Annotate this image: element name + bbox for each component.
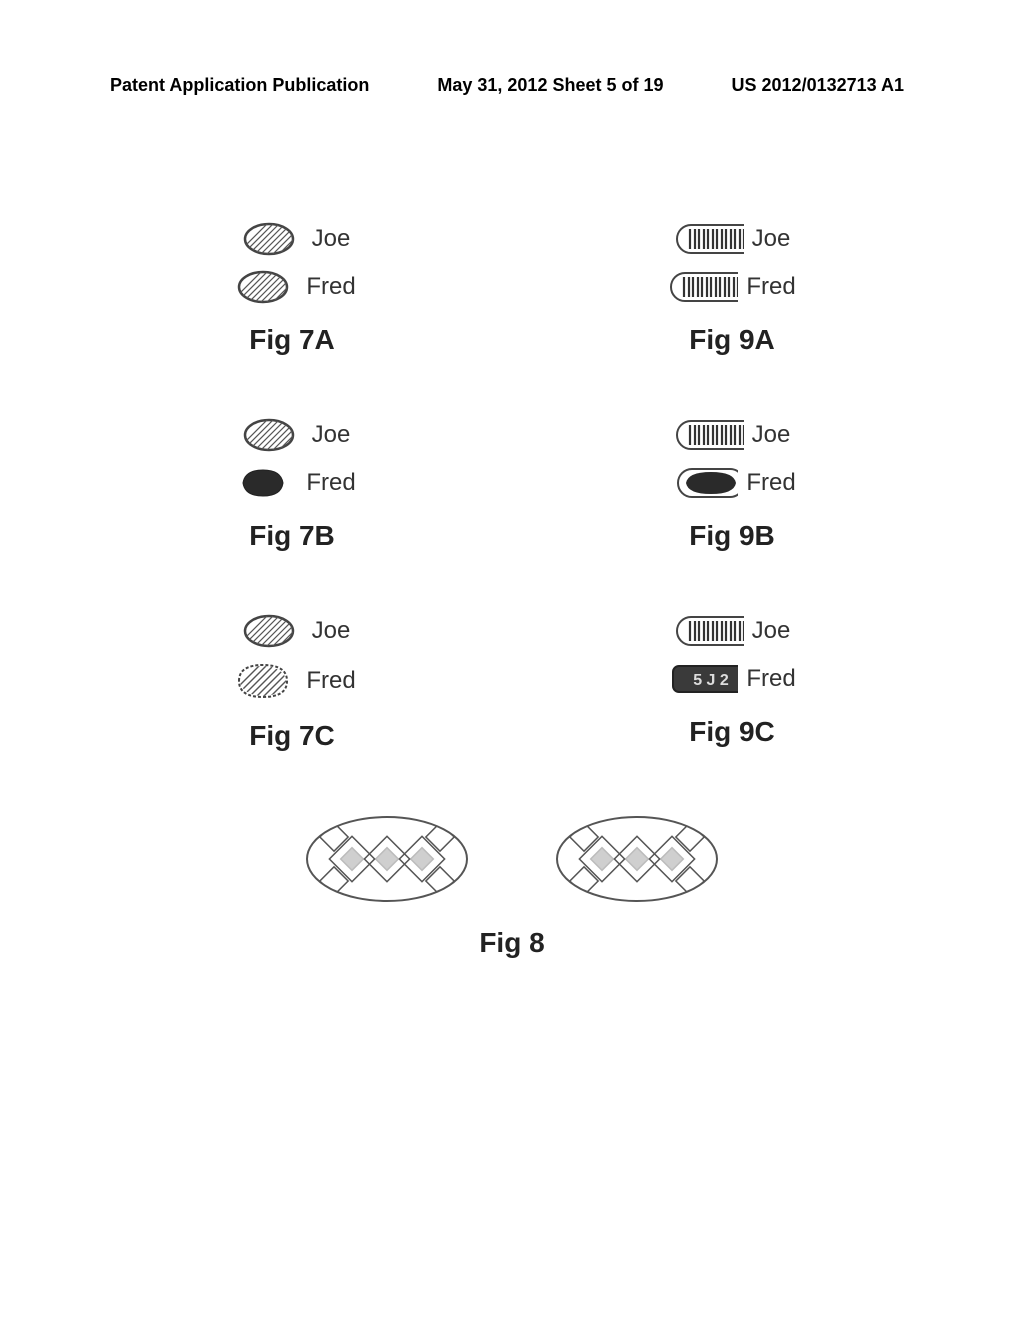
ellipse-solid-icon bbox=[228, 464, 298, 502]
fig-7a-fred: Fred bbox=[228, 268, 355, 306]
fig-7c-fred: Fred bbox=[228, 660, 355, 702]
label: Fred bbox=[306, 667, 355, 695]
figure-row-3: Joe Fred Fig 7C Joe 5 J 2 Fred bbox=[0, 612, 1024, 752]
fig-9c-fred: 5 J 2 Fred bbox=[668, 660, 795, 698]
fig-9c: Joe 5 J 2 Fred Fig 9C bbox=[622, 612, 842, 752]
ellipse-solid-icon bbox=[668, 464, 738, 502]
fingerprint-pattern-icon bbox=[552, 812, 722, 912]
fig-9b-fred: Fred bbox=[668, 464, 795, 502]
fig-9a-fred: Fred bbox=[668, 268, 795, 306]
fig-caption: Fig 7A bbox=[249, 324, 335, 356]
ellipse-hatched-icon bbox=[234, 220, 304, 258]
plate-icon: 5 J 2 bbox=[668, 660, 738, 698]
ellipse-hatched-icon bbox=[234, 612, 304, 650]
label: Joe bbox=[752, 617, 791, 645]
label: Fred bbox=[746, 665, 795, 693]
header-left: Patent Application Publication bbox=[110, 75, 369, 96]
fig-9b-joe: Joe bbox=[674, 416, 791, 454]
barcode-icon bbox=[674, 416, 744, 454]
label: Fred bbox=[746, 273, 795, 301]
fig-8-row bbox=[0, 812, 1024, 912]
svg-text:5 J 2: 5 J 2 bbox=[694, 672, 730, 689]
ellipse-hatched-rough-icon bbox=[228, 660, 298, 702]
barcode-icon bbox=[668, 268, 738, 306]
fig-7b-joe: Joe bbox=[234, 416, 351, 454]
label: Fred bbox=[306, 273, 355, 301]
fig-7a-joe: Joe bbox=[234, 220, 351, 258]
barcode-icon bbox=[674, 220, 744, 258]
figure-row-2: Joe Fred Fig 7B Joe Fred bbox=[0, 416, 1024, 552]
fig-9a: Joe Fred Fig 9A bbox=[622, 220, 842, 356]
figure-content: Joe Fred Fig 7A Joe Fred bbox=[0, 220, 1024, 959]
label: Joe bbox=[312, 225, 351, 253]
fig-7a: Joe Fred Fig 7A bbox=[182, 220, 402, 356]
header-right: US 2012/0132713 A1 bbox=[732, 75, 904, 96]
label: Fred bbox=[306, 469, 355, 497]
fingerprint-pattern-icon bbox=[302, 812, 472, 912]
fig-7b: Joe Fred Fig 7B bbox=[182, 416, 402, 552]
ellipse-hatched-icon bbox=[234, 416, 304, 454]
fig-8-caption: Fig 8 bbox=[0, 927, 1024, 959]
page-header: Patent Application Publication May 31, 2… bbox=[110, 75, 904, 96]
figure-row-1: Joe Fred Fig 7A Joe Fred bbox=[0, 220, 1024, 356]
label: Joe bbox=[312, 421, 351, 449]
label: Joe bbox=[752, 225, 791, 253]
fig-caption: Fig 9A bbox=[689, 324, 775, 356]
header-center: May 31, 2012 Sheet 5 of 19 bbox=[437, 75, 663, 96]
ellipse-hatched-icon bbox=[228, 268, 298, 306]
fig-caption: Fig 9B bbox=[689, 520, 775, 552]
fig-9a-joe: Joe bbox=[674, 220, 791, 258]
fig-7b-fred: Fred bbox=[228, 464, 355, 502]
fig-caption: Fig 7C bbox=[249, 720, 335, 752]
label: Fred bbox=[746, 469, 795, 497]
fig-9c-joe: Joe bbox=[674, 612, 791, 650]
fig-7c: Joe Fred Fig 7C bbox=[182, 612, 402, 752]
label: Joe bbox=[312, 617, 351, 645]
fig-7c-joe: Joe bbox=[234, 612, 351, 650]
fig-caption: Fig 9C bbox=[689, 716, 775, 748]
fig-caption: Fig 7B bbox=[249, 520, 335, 552]
barcode-icon bbox=[674, 612, 744, 650]
fig-9b: Joe Fred Fig 9B bbox=[622, 416, 842, 552]
label: Joe bbox=[752, 421, 791, 449]
